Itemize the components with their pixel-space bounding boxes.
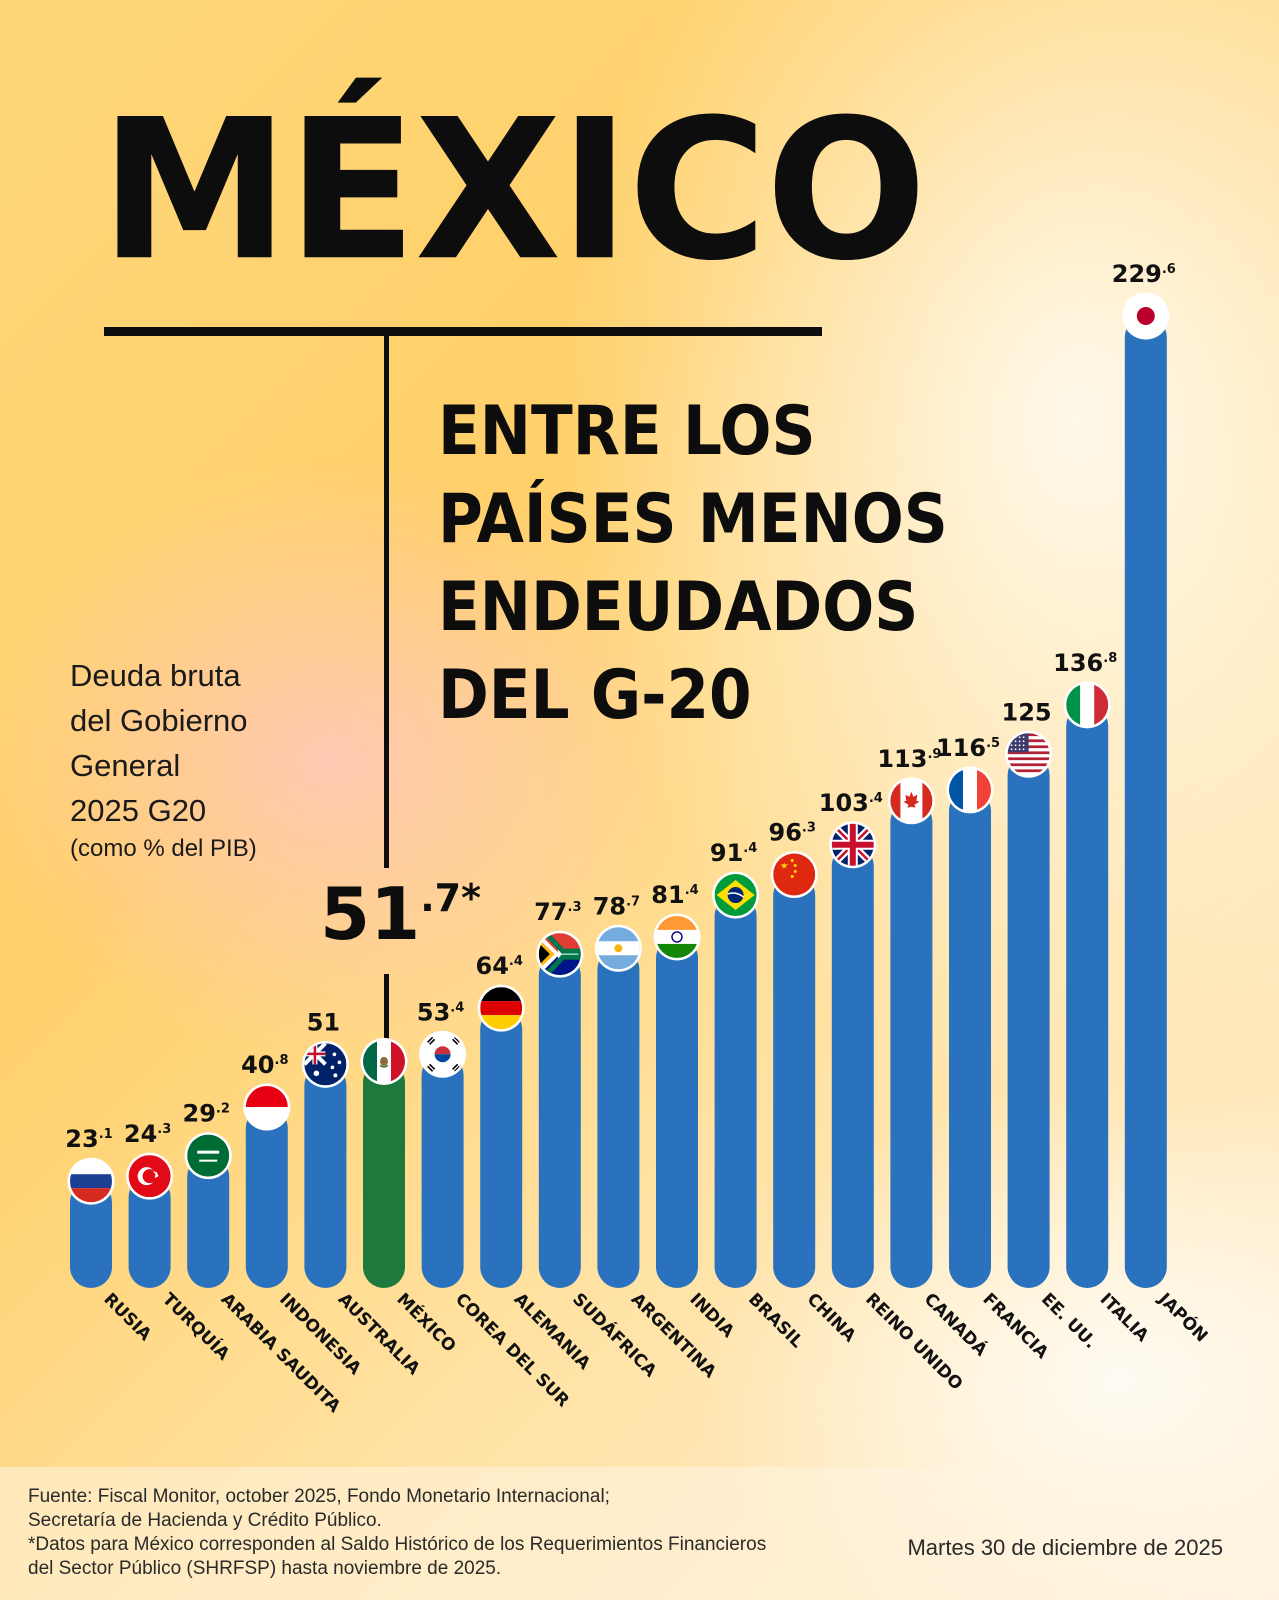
bar-argentina	[597, 948, 640, 1288]
value-label: 24.3	[124, 1120, 171, 1148]
value-label: 29.2	[183, 1100, 230, 1128]
source-line: del Sector Público (SHRFSP) hasta noviem…	[28, 1558, 502, 1579]
bar-jap-n	[1124, 316, 1167, 1288]
bar-australia	[304, 1064, 347, 1288]
description-line: 2025 G20	[70, 793, 207, 828]
value-label: 113.9	[877, 745, 941, 773]
bar-francia	[949, 789, 991, 1288]
mexico-pointer-line	[384, 336, 389, 868]
south-korea-flag-icon	[419, 1030, 467, 1078]
usa-flag-icon	[1005, 730, 1053, 778]
category-label: CHINA	[803, 1289, 860, 1346]
bar-rusia	[70, 1181, 112, 1288]
brazil-flag-icon	[712, 871, 760, 919]
bar-sud-frica	[538, 954, 581, 1288]
japan-flag-icon	[1122, 292, 1170, 340]
bar-china	[773, 874, 816, 1288]
value-label: 125	[1002, 698, 1052, 726]
source-line: Fuente: Fiscal Monitor, october 2025, Fo…	[28, 1486, 610, 1507]
source-line: Secretaría de Hacienda y Crédito Público…	[28, 1510, 382, 1531]
chart-description: Deuda bruta del Gobierno General 2025 G2…	[70, 653, 360, 865]
south-africa-flag-icon	[536, 930, 584, 978]
description-unit: (como % del PIB)	[70, 835, 257, 862]
saudi-arabia-flag-icon	[184, 1132, 232, 1180]
source-note: Fuente: Fiscal Monitor, october 2025, Fo…	[28, 1485, 828, 1581]
france-flag-icon	[946, 766, 994, 814]
footer: Fuente: Fiscal Monitor, october 2025, Fo…	[0, 1467, 1279, 1600]
bar-arabia-saudita	[187, 1155, 230, 1288]
category-label: BRASIL	[744, 1289, 807, 1352]
india-flag-icon	[653, 913, 701, 961]
value-label: 77.3	[534, 898, 581, 926]
value-label: 64.4	[476, 952, 523, 980]
category-label: ITALIA	[1096, 1289, 1153, 1346]
australia-flag-icon	[301, 1040, 349, 1088]
bar-canad-	[890, 800, 933, 1288]
bar-reino-unido	[831, 844, 874, 1288]
page-title: MÉXICO	[100, 77, 927, 304]
germany-flag-icon	[477, 984, 525, 1032]
title-underline	[104, 327, 822, 336]
source-line: *Datos para México corresponden al Saldo…	[28, 1534, 767, 1555]
value-label: 23.1	[65, 1125, 112, 1153]
bar-m-xico	[363, 1061, 405, 1288]
mexico-value-callout: 51.7*	[320, 878, 481, 950]
china-flag-icon	[770, 851, 818, 899]
value-label: 81.4	[651, 881, 698, 909]
value-label: 229.6	[1112, 260, 1176, 288]
italy-flag-icon	[1063, 681, 1111, 729]
description-line: General	[70, 748, 181, 783]
mexico-flag-icon	[360, 1037, 408, 1085]
indonesia-flag-icon	[243, 1083, 291, 1131]
value-label: 116.5	[936, 734, 1000, 762]
bar-india	[656, 936, 698, 1288]
argentina-flag-icon	[594, 924, 642, 972]
russia-flag-icon	[67, 1157, 115, 1205]
bar-brasil	[714, 895, 757, 1288]
bar-indonesia	[245, 1107, 288, 1288]
bar-alemania	[480, 1008, 523, 1288]
category-label: INDIA	[685, 1289, 738, 1342]
value-label: 103.4	[819, 789, 883, 817]
value-label: 78.7	[593, 892, 640, 920]
publication-date: Martes 30 de diciembre de 2025	[907, 1535, 1223, 1560]
bar-turqu-a	[128, 1176, 171, 1288]
category-label: RUSIA	[99, 1289, 155, 1345]
turkey-flag-icon	[126, 1152, 174, 1200]
mexico-value-int: 51	[320, 872, 421, 956]
bar-corea-del-sur	[421, 1054, 464, 1288]
value-label: 40.8	[241, 1051, 288, 1079]
value-label: 51	[307, 1008, 340, 1036]
bar-italia	[1066, 704, 1109, 1288]
mexico-value-dec: .7*	[420, 876, 481, 920]
canada-flag-icon	[887, 777, 935, 825]
value-label: 91.4	[710, 839, 757, 867]
bar-ee-uu-	[1007, 754, 1050, 1288]
category-label: JAPÓN	[1154, 1287, 1213, 1346]
uk-flag-icon	[829, 821, 877, 869]
value-label: 136.8	[1053, 649, 1117, 677]
description-line: del Gobierno	[70, 703, 248, 738]
description-line: Deuda bruta	[70, 658, 241, 693]
value-label: 96.3	[769, 819, 816, 847]
value-label: 53.4	[417, 998, 464, 1026]
category-label: COREA DEL SUR	[451, 1289, 573, 1411]
mexico-pointer-line-lower	[384, 974, 389, 1056]
subtitle: ENTRE LOS PAÍSES MENOS ENDEUDADOS DEL G-…	[438, 392, 948, 735]
